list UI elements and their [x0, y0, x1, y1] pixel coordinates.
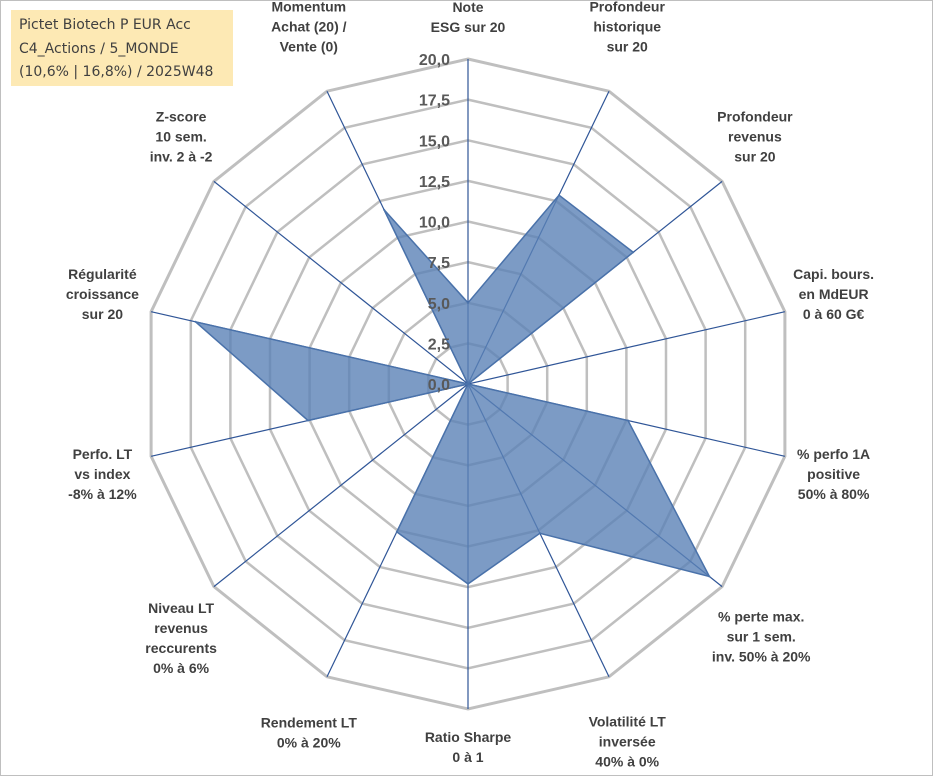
axis-label-line: reccurents	[145, 640, 217, 656]
axis-label-11: Régularité croissance sur 20	[66, 266, 139, 322]
fund-info-box: Pictet Biotech P EUR Acc C4_Actions / 5_…	[11, 10, 233, 86]
axis-label-5: % perte max. sur 1 sem. inv. 50% à 20%	[712, 609, 811, 665]
axis-label-0: Note ESG sur 20	[431, 1, 506, 35]
axis-label-8: Rendement LT 0% à 20%	[261, 715, 358, 751]
axis-label-line: Note	[452, 1, 483, 15]
axis-label-line: revenus	[728, 129, 782, 145]
axis-label-line: 0 à 60 G€	[803, 306, 865, 322]
data-point-7	[467, 582, 469, 585]
spoke-12	[213, 180, 469, 385]
axis-label-line: ESG sur 20	[431, 19, 506, 35]
tick-label: 17,5	[419, 93, 450, 110]
axis-label-line: 0 à 1	[452, 749, 483, 765]
axis-label-line: 0% à 20%	[277, 735, 341, 751]
axis-label-9: Niveau LT revenus reccurents 0% à 6%	[145, 600, 217, 676]
spoke-3	[467, 311, 786, 385]
axis-label-line: vs index	[74, 466, 130, 482]
spoke-9	[213, 383, 469, 588]
tick-label: 15,0	[419, 133, 450, 150]
axis-label-10: Perfo. LT vs index -8% à 12%	[68, 446, 137, 502]
tick-layer: 0,0 2,5 5,0 7,5 10,0 12,5 15,0 17,5 20,0	[419, 52, 450, 394]
tick-label: 7,5	[428, 255, 450, 272]
axis-label-6: Volatilité LT inversée 40% à 0%	[589, 714, 667, 770]
data-point-12	[467, 383, 469, 385]
axis-label-1: Profondeur historique sur 20	[589, 1, 665, 54]
axis-label-line: sur 20	[734, 149, 775, 165]
data-point-10	[307, 419, 309, 422]
axis-label-line: Volatilité LT	[589, 714, 667, 730]
fund-stats: (10,6% | 16,8%) / 2025W48	[19, 64, 214, 80]
axis-label-2: Profondeur revenus sur 20	[717, 109, 793, 165]
tick-label: 10,0	[419, 215, 450, 232]
axis-label-line: Momentum	[271, 1, 346, 14]
axis-label-line: % perfo 1A	[797, 446, 870, 462]
data-point-2	[632, 251, 635, 254]
axis-label-line: inversée	[599, 734, 656, 750]
axis-label-line: 50% à 80%	[798, 486, 870, 502]
axis-label-line: % perte max.	[718, 609, 804, 625]
tick-label: 12,5	[419, 174, 450, 191]
axis-label-line: 0% à 6%	[153, 660, 210, 676]
axis-label-line: inv. 50% à 20%	[712, 649, 811, 665]
axis-label-line: Niveau LT	[148, 600, 214, 616]
data-point-4	[627, 419, 629, 422]
axis-label-line: sur 20	[607, 38, 648, 54]
axis-label-line: historique	[593, 18, 661, 34]
data-point-5	[708, 575, 711, 578]
axis-label-line: Perfo. LT	[73, 446, 133, 462]
axis-label-line: en MdEUR	[799, 286, 869, 302]
tick-label: 20,0	[419, 52, 450, 69]
axis-label-line: inv. 2 à -2	[150, 149, 213, 165]
fund-category: C4_Actions / 5_MONDE	[19, 40, 179, 57]
tick-label: 5,0	[428, 296, 450, 313]
label-layer: Note ESG sur 20 Profondeur historique sur 20…	[66, 1, 874, 770]
axis-label-12: Z-score 10 sem. inv. 2 à -2	[150, 109, 213, 165]
axis-label-line: 40% à 0%	[595, 754, 659, 770]
axis-label-line: Profondeur	[717, 109, 793, 125]
axis-label-7: Ratio Sharpe 0 à 1	[425, 729, 512, 765]
axis-label-3: Capi. bours. en MdEUR 0 à 60 G€	[793, 266, 874, 322]
axis-label-line: Rendement LT	[261, 715, 358, 731]
fund-name: Pictet Biotech P EUR Acc	[19, 17, 191, 33]
axis-label-line: Achat (20) /	[271, 18, 347, 34]
axis-label-line: 10 sem.	[155, 129, 206, 145]
data-point-6	[538, 532, 541, 535]
axis-label-line: croissance	[66, 286, 139, 302]
data-point-1	[558, 194, 560, 197]
axis-label-line: Vente (0)	[280, 38, 338, 54]
axis-label-line: Capi. bours.	[793, 266, 874, 282]
data-point-0	[467, 301, 469, 304]
axis-label-line: Régularité	[68, 266, 137, 282]
axis-label-line: positive	[807, 466, 860, 482]
axis-label-13: Momentum Achat (20) / Vente (0)	[271, 1, 347, 54]
axis-label-line: sur 1 sem.	[727, 629, 796, 645]
axis-label-line: Ratio Sharpe	[425, 729, 512, 745]
series-layer	[194, 194, 711, 585]
axis-label-line: sur 20	[82, 306, 123, 322]
axis-label-line: revenus	[154, 620, 208, 636]
axis-label-line: -8% à 12%	[68, 486, 137, 502]
tick-label: 0,0	[428, 377, 450, 394]
data-point-8	[395, 530, 398, 533]
axis-label-line: Z-score	[156, 109, 207, 125]
data-point-13	[383, 208, 386, 211]
axis-label-4: % perfo 1A positive 50% à 80%	[797, 446, 870, 502]
tick-label: 2,5	[428, 336, 450, 353]
data-point-11	[194, 320, 197, 323]
axis-label-line: Profondeur	[589, 1, 665, 14]
